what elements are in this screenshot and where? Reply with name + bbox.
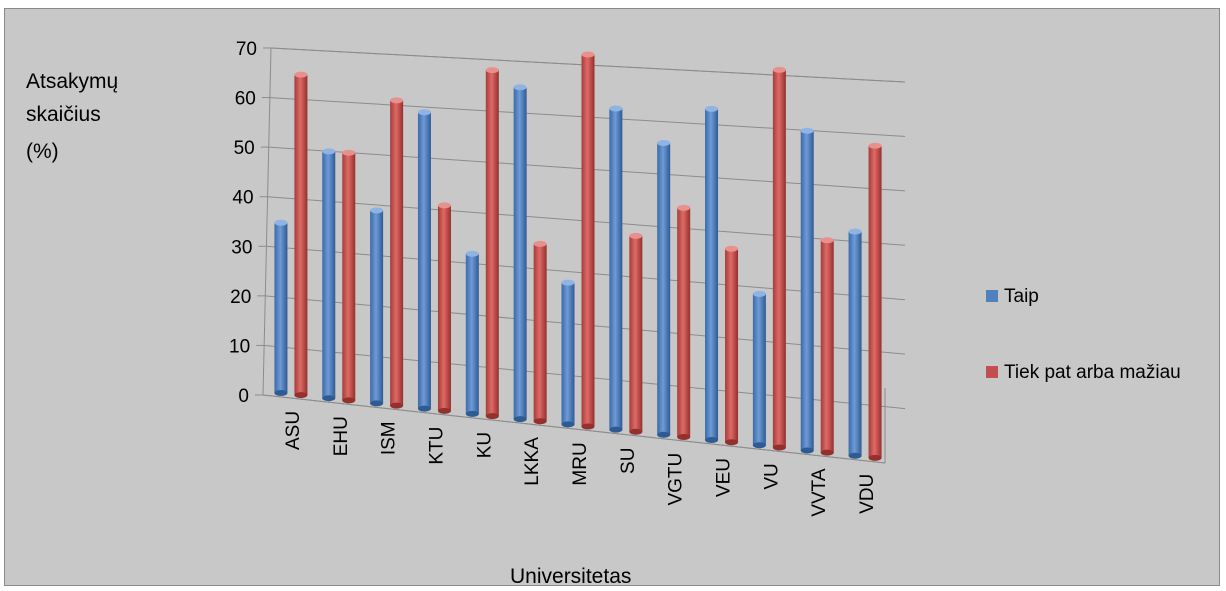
bar-lkka-tiek-pat bbox=[533, 240, 547, 425]
bar-veu-taip bbox=[705, 105, 719, 444]
bar-vgtu-taip bbox=[657, 140, 671, 438]
bar-vvta-taip bbox=[800, 127, 814, 454]
bar-vvta-tiek-pat bbox=[820, 237, 834, 456]
bar-vgtu-tiek-pat bbox=[677, 204, 691, 440]
bar-su-tiek-pat bbox=[629, 232, 643, 435]
x-tick-label: KU bbox=[474, 432, 495, 458]
bar-vu-taip bbox=[752, 290, 766, 449]
bar-ism-tiek-pat bbox=[390, 97, 404, 409]
bar-lkka-taip bbox=[513, 84, 527, 423]
bar-mru-tiek-pat bbox=[581, 51, 595, 430]
x-tick-label: ISM bbox=[379, 421, 400, 455]
bar-ktu-tiek-pat bbox=[437, 202, 451, 414]
bar-mru-taip bbox=[561, 279, 575, 428]
bar-asu-taip bbox=[274, 219, 288, 396]
bar-ktu-taip bbox=[417, 109, 431, 412]
y-tick-label: 20 bbox=[230, 287, 251, 308]
x-tick-label: SU bbox=[618, 448, 639, 474]
y-tick-label: 70 bbox=[236, 39, 257, 60]
bar-su-taip bbox=[609, 105, 623, 433]
y-axis-title-line-1: Atsakymų bbox=[26, 70, 118, 93]
bar-vdu-tiek-pat bbox=[868, 142, 882, 461]
x-tick-label: ASU bbox=[283, 411, 304, 450]
labels-layer: 0 10 20 30 40 50 60 70 ASU EHU ISM KTU KU LKKA MRU SU VG… bbox=[229, 39, 878, 517]
legend: Taip Tiek pat arba mažiau bbox=[986, 286, 1181, 383]
x-axis-title: Universitetas bbox=[510, 565, 631, 588]
y-axis-line bbox=[262, 47, 272, 396]
bar-ku-tiek-pat bbox=[485, 67, 499, 420]
legend-swatch-taip bbox=[986, 290, 998, 302]
legend-label-taip: Taip bbox=[1004, 286, 1039, 307]
x-tick-label: LKKA bbox=[522, 437, 543, 486]
x-tick-label: VDU bbox=[857, 474, 878, 514]
x-tick-label: KTU bbox=[426, 427, 447, 465]
bar-ku-taip bbox=[465, 250, 479, 417]
gridline bbox=[262, 394, 886, 464]
x-tick-label: MRU bbox=[570, 442, 591, 485]
y-tick-label: 50 bbox=[234, 138, 255, 159]
bar-ehu-taip bbox=[322, 148, 336, 402]
y-axis-title-line-3: (%) bbox=[26, 140, 59, 163]
legend-swatch-tiek-pat bbox=[986, 366, 998, 378]
bar-ism-taip bbox=[370, 207, 384, 407]
x-tick-label: VU bbox=[761, 463, 782, 489]
x-tick-label: VVTA bbox=[809, 468, 830, 517]
y-axis-title-line-2: skaičius bbox=[26, 103, 101, 126]
y-tick-label: 40 bbox=[232, 188, 253, 209]
legend-label-tiek-pat: Tiek pat arba mažiau bbox=[1004, 362, 1181, 383]
bar-vu-tiek-pat bbox=[772, 66, 786, 451]
bar-ehu-tiek-pat bbox=[342, 149, 356, 404]
x-tick-label: VGTU bbox=[666, 453, 687, 506]
bar-veu-tiek-pat bbox=[725, 245, 739, 446]
y-tick-label: 0 bbox=[238, 386, 249, 407]
y-tick-label: 60 bbox=[235, 89, 256, 110]
bar-vdu-taip bbox=[848, 228, 862, 459]
y-tick-label: 10 bbox=[229, 336, 250, 357]
x-tick-label: VEU bbox=[714, 458, 735, 497]
bars-layer bbox=[274, 51, 882, 461]
y-tick-label: 30 bbox=[231, 237, 252, 258]
x-tick-label: EHU bbox=[331, 416, 352, 456]
bar-asu-tiek-pat bbox=[294, 71, 308, 399]
